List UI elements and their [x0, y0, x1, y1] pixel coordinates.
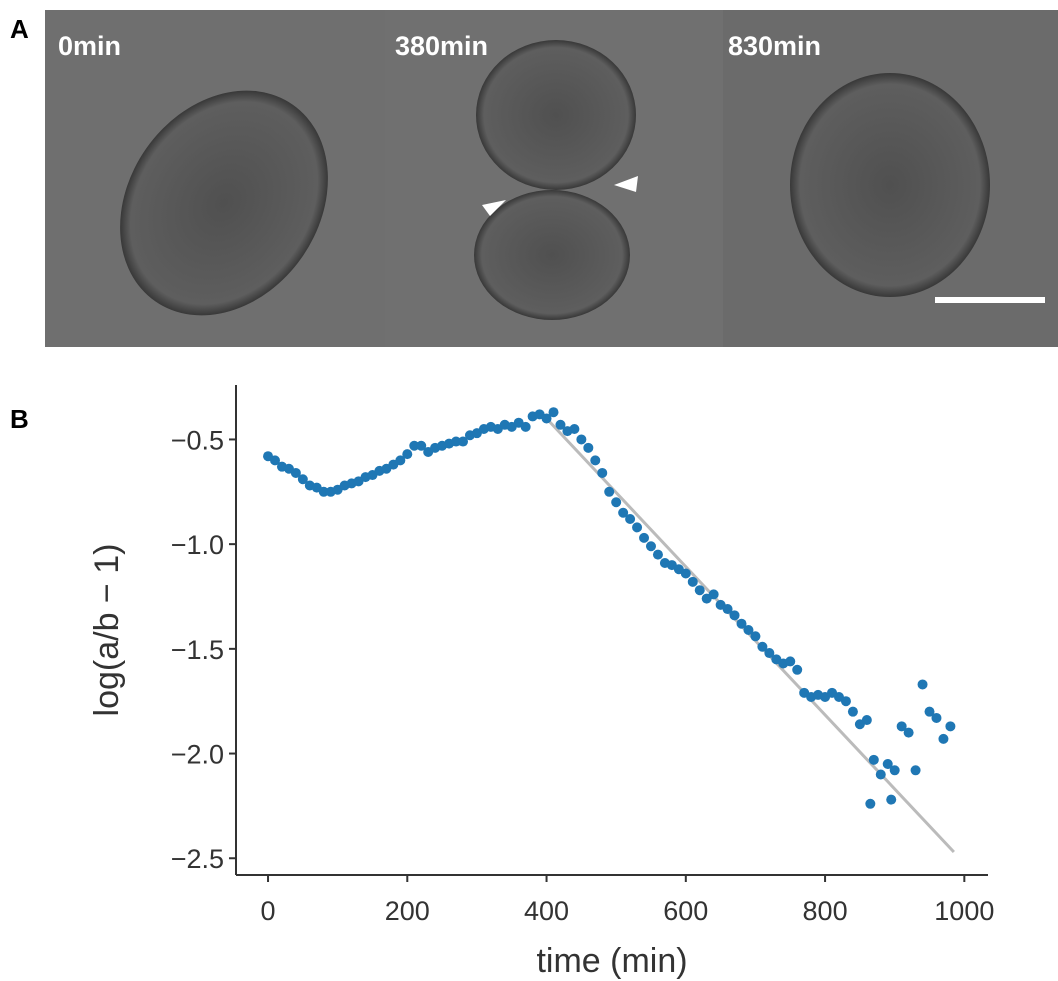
point — [945, 721, 956, 732]
point — [639, 532, 650, 543]
point — [269, 455, 280, 466]
point — [736, 618, 747, 629]
point — [757, 641, 768, 652]
point — [416, 440, 427, 451]
point — [729, 610, 740, 621]
frame-label: 0min — [58, 31, 121, 61]
point — [917, 679, 928, 690]
point — [889, 765, 900, 776]
point — [861, 715, 872, 726]
point — [290, 467, 301, 478]
point — [402, 449, 413, 460]
x-tick-label: 800 — [803, 896, 848, 926]
point — [882, 759, 893, 770]
point — [886, 794, 897, 805]
point — [583, 442, 594, 453]
point — [297, 474, 308, 485]
panel-label: B — [10, 404, 29, 434]
x-tick-label: 1000 — [934, 896, 994, 926]
point — [625, 514, 636, 525]
point — [875, 769, 886, 780]
point — [555, 419, 566, 430]
point — [743, 625, 754, 635]
y-tick-label: −2.5 — [171, 844, 224, 874]
point — [632, 522, 643, 533]
point — [569, 423, 580, 434]
y-axis-label: log(a/b − 1) — [88, 544, 126, 717]
point — [618, 507, 629, 518]
point — [896, 721, 907, 732]
point — [840, 696, 851, 707]
point — [680, 568, 691, 579]
point — [722, 604, 733, 615]
x-tick-label: 400 — [524, 896, 569, 926]
point — [597, 467, 608, 478]
point — [457, 436, 468, 447]
point — [694, 585, 705, 596]
x-tick-label: 200 — [385, 896, 430, 926]
frame-label: 830min — [728, 31, 821, 61]
point — [611, 497, 622, 508]
point — [708, 589, 719, 600]
point — [931, 712, 942, 723]
point — [785, 656, 796, 667]
fit-line — [545, 417, 955, 853]
point — [687, 576, 698, 587]
x-axis-label: time (min) — [536, 942, 687, 980]
y-tick-label: −1.5 — [171, 635, 224, 665]
point — [395, 455, 406, 466]
point — [938, 733, 949, 744]
point — [541, 413, 552, 424]
y-tick-label: −0.5 — [171, 425, 224, 455]
y-tick-label: −2.0 — [171, 740, 224, 770]
point — [590, 455, 601, 466]
point — [604, 486, 615, 497]
point — [910, 765, 921, 776]
point — [903, 727, 914, 738]
point — [792, 664, 803, 675]
x-tick-label: 0 — [261, 896, 276, 926]
point — [750, 631, 761, 642]
point — [645, 541, 656, 552]
y-tick-label: −1.0 — [171, 530, 224, 560]
point — [868, 754, 879, 765]
image-strip: 0min 380min 830min — [45, 10, 1058, 347]
point — [576, 434, 587, 445]
point — [652, 549, 663, 560]
point — [409, 440, 420, 451]
point — [847, 706, 858, 717]
point — [451, 436, 462, 447]
point — [924, 706, 935, 717]
point — [520, 421, 531, 432]
point — [318, 486, 329, 497]
panel-label: A — [10, 14, 29, 44]
point — [865, 798, 876, 809]
x-tick-label: 600 — [663, 896, 708, 926]
frame-label: 380min — [395, 31, 488, 61]
point — [764, 648, 775, 659]
point — [548, 407, 559, 418]
